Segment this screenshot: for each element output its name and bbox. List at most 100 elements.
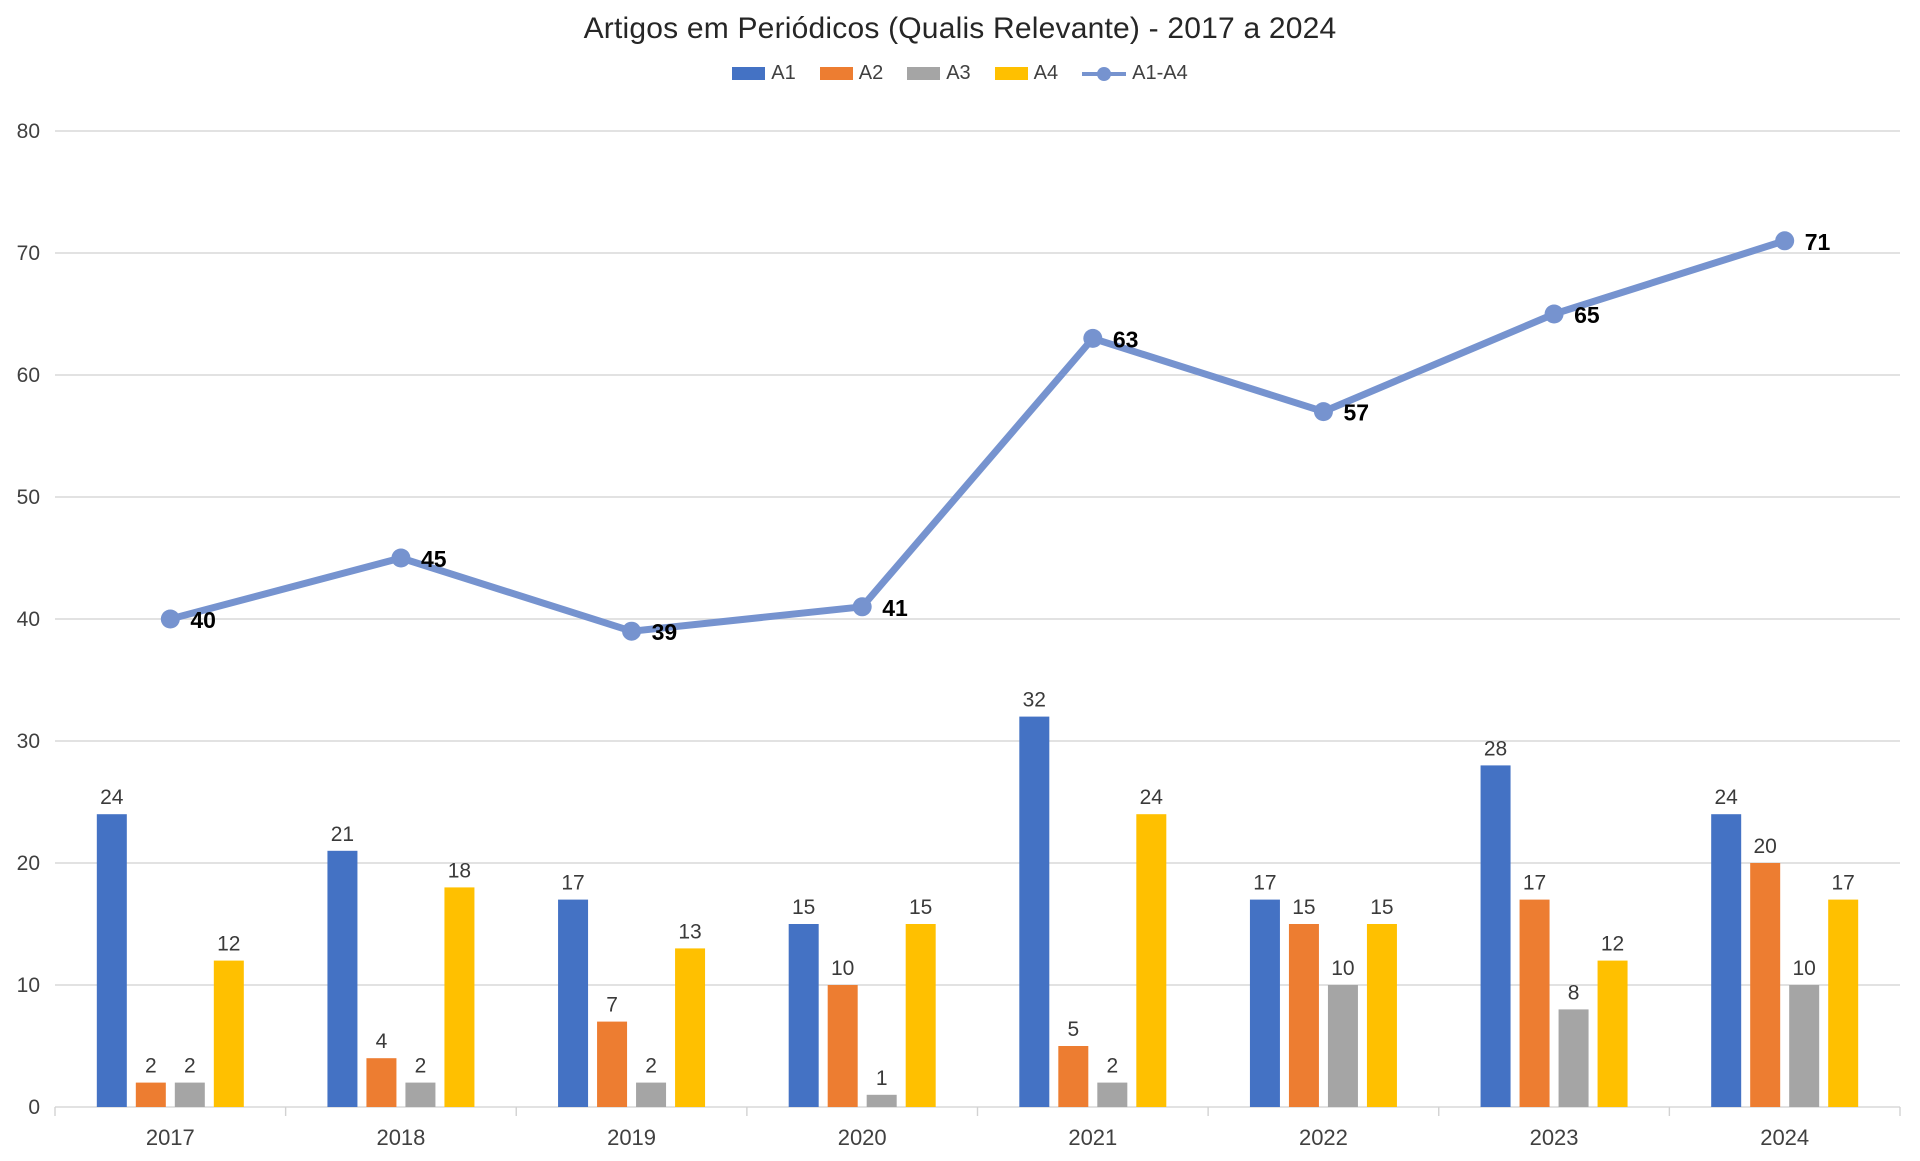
x-axis-category-label: 2023: [1530, 1125, 1579, 1150]
legend-label: A4: [1033, 62, 1059, 84]
line-value-label: 71: [1805, 229, 1831, 255]
bar-a4-2018: [444, 887, 475, 1107]
bar-value-label: 24: [100, 786, 124, 809]
x-axis-category-label: 2022: [1299, 1125, 1348, 1150]
y-axis-tick-label: 80: [17, 120, 40, 143]
bar-a2-2019: [597, 1021, 628, 1107]
line-marker-2018: [391, 548, 411, 568]
x-axis-category-label: 2021: [1068, 1125, 1117, 1150]
legend-line-marker-icon: [1082, 66, 1127, 81]
bar-value-label: 13: [678, 920, 701, 943]
x-axis-category-label: 2019: [607, 1125, 656, 1150]
bar-value-label: 15: [792, 896, 815, 919]
bar-value-label: 7: [606, 994, 618, 1017]
legend-label: A2: [858, 62, 884, 84]
bar-a4-2020: [905, 924, 936, 1107]
bar-value-label: 15: [909, 896, 932, 919]
bar-value-label: 10: [831, 957, 854, 980]
bar-a3-2023: [1558, 1009, 1589, 1107]
bar-value-label: 15: [1292, 896, 1315, 919]
line-marker-2017: [160, 609, 180, 629]
y-axis-tick-label: 10: [17, 974, 40, 997]
bar-value-label: 17: [561, 872, 584, 895]
bar-a2-2021: [1058, 1046, 1089, 1107]
bar-a1-2019: [558, 899, 589, 1107]
bar-a2-2020: [827, 985, 858, 1107]
bar-value-label: 2: [645, 1055, 657, 1078]
bar-a3-2018: [405, 1082, 436, 1107]
chart-title: Artigos em Periódicos (Qualis Relevante)…: [583, 12, 1337, 45]
y-axis-tick-label: 50: [17, 486, 40, 509]
bar-a4-2017: [213, 960, 244, 1107]
legend-item-a1-a4: A1-A4: [1082, 62, 1188, 85]
bar-value-label: 18: [448, 859, 471, 882]
line-marker-2019: [622, 621, 642, 641]
y-axis-tick-label: 70: [17, 242, 40, 265]
x-axis-category-label: 2018: [376, 1125, 425, 1150]
bar-value-label: 1: [876, 1067, 888, 1090]
bar-a4-2023: [1597, 960, 1628, 1107]
bar-value-label: 20: [1754, 835, 1777, 858]
bar-value-label: 12: [217, 933, 240, 956]
bar-a1-2022: [1249, 899, 1280, 1107]
bar-a2-2018: [366, 1058, 397, 1107]
bar-a3-2017: [174, 1082, 205, 1107]
bar-a4-2022: [1366, 924, 1397, 1107]
bar-a3-2024: [1789, 985, 1820, 1107]
line-marker-2023: [1544, 304, 1564, 324]
bar-value-label: 10: [1331, 957, 1354, 980]
bar-a1-2023: [1480, 765, 1511, 1107]
bar-a1-2024: [1711, 814, 1742, 1107]
bar-a2-2017: [135, 1082, 166, 1107]
line-value-label: 45: [421, 546, 447, 572]
x-axis-category-label: 2017: [146, 1125, 195, 1150]
bar-value-label: 28: [1484, 737, 1507, 760]
line-series-a1-a4: [166, 237, 1789, 635]
bar-a1-2021: [1019, 716, 1050, 1107]
bar-value-label: 24: [1140, 786, 1164, 809]
bar-a2-2023: [1519, 899, 1550, 1107]
bar-value-label: 21: [331, 823, 354, 846]
legend-swatch-icon: [732, 67, 766, 80]
legend-label: A1-A4: [1132, 62, 1188, 84]
bar-value-label: 5: [1067, 1018, 1079, 1041]
legend-label: A3: [946, 62, 971, 84]
bar-a4-2019: [675, 948, 706, 1107]
line-value-label: 39: [652, 619, 678, 645]
bar-value-label: 24: [1715, 786, 1739, 809]
legend-item-a2: A2: [819, 62, 884, 85]
bar-value-label: 2: [1106, 1055, 1118, 1078]
line-marker-2022: [1313, 402, 1333, 422]
y-axis-tick-label: 30: [17, 730, 40, 753]
line-marker-2020: [852, 597, 872, 617]
bar-a1-2020: [788, 924, 819, 1107]
line-marker-2021: [1083, 328, 1103, 348]
legend-swatch-icon: [819, 67, 853, 80]
bar-a3-2021: [1097, 1082, 1128, 1107]
line-value-label: 57: [1343, 400, 1369, 426]
legend-item-a4: A4: [994, 62, 1059, 85]
bar-value-label: 17: [1523, 872, 1546, 895]
y-axis-tick-label: 20: [17, 852, 40, 875]
bar-value-label: 12: [1601, 933, 1624, 956]
bar-a2-2022: [1288, 924, 1319, 1107]
bar-value-label: 17: [1832, 872, 1855, 895]
bar-a1-2017: [96, 814, 127, 1107]
legend-item-a1: A1: [732, 62, 796, 85]
bar-a1-2018: [327, 850, 358, 1107]
bar-value-label: 10: [1793, 957, 1816, 980]
bar-a3-2022: [1327, 985, 1358, 1107]
y-axis-tick-label: 60: [17, 364, 40, 387]
bar-value-label: 32: [1023, 689, 1046, 712]
bar-a4-2021: [1136, 814, 1167, 1107]
bar-value-label: 4: [376, 1030, 388, 1053]
x-axis-category-label: 2020: [838, 1125, 887, 1150]
bar-value-label: 2: [415, 1055, 427, 1078]
bar-a4-2024: [1828, 899, 1859, 1107]
legend-label: A1: [771, 62, 796, 84]
line-value-label: 41: [882, 595, 908, 621]
y-axis-tick-label: 40: [17, 608, 40, 631]
y-axis-tick-label: 0: [28, 1096, 40, 1119]
bar-value-label: 15: [1370, 896, 1393, 919]
